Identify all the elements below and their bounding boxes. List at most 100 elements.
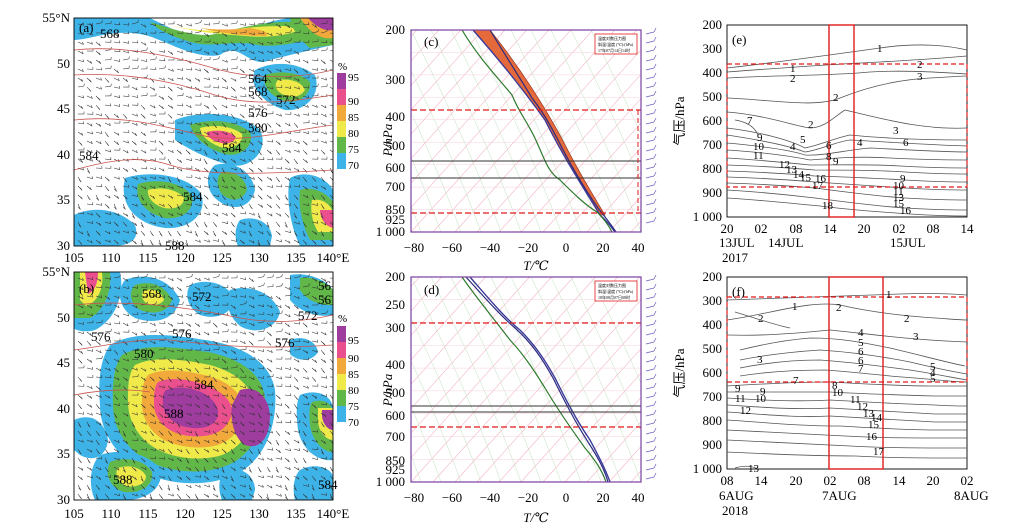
wind-barb-flag (217, 295, 219, 299)
wind-barb (194, 412, 201, 415)
wind-barb (266, 403, 273, 406)
wind-barb-flag (218, 273, 220, 277)
contour-label: 12 (779, 159, 790, 171)
wind-barb-flag (153, 105, 156, 109)
wind-barb-flag (323, 61, 326, 65)
wind-barb-flag (279, 305, 282, 308)
height-label: 564 (248, 71, 268, 86)
wind-barb-flag (172, 340, 174, 344)
wind-barb (284, 59, 291, 64)
wind-barb-flag (262, 349, 265, 352)
wind-barb (113, 140, 119, 146)
wind-barb (239, 385, 246, 389)
wind-barb-flag (195, 233, 198, 237)
wind-barb-flag (169, 478, 172, 482)
wind-barb-flag (189, 296, 192, 300)
wind-barb-flag (199, 212, 202, 215)
contour-label: 13 (893, 192, 905, 204)
wind-barb (311, 457, 318, 461)
wind-barb-flag (108, 440, 111, 444)
skewt-grid-d (411, 277, 641, 482)
wind-barb-flag (272, 447, 274, 451)
colorbar-swatch (337, 153, 346, 169)
wind-barb-flag (117, 195, 120, 199)
wind-barb (167, 212, 174, 217)
wind-barb (257, 68, 264, 72)
wind-barb (221, 394, 228, 397)
wind-barb-flag (161, 106, 164, 110)
wind-barb-flag (154, 139, 157, 143)
wind-barb-flag (214, 224, 217, 227)
wind-barb-flag (303, 460, 307, 464)
legend-line: 温度对数压力图 (598, 35, 626, 41)
wind-barb-flag (224, 360, 227, 364)
wind-barb-flag (217, 203, 220, 206)
wind-barb (95, 140, 102, 145)
wind-barb (158, 322, 166, 324)
wind-barb-flag (177, 242, 180, 246)
wind-barb (266, 448, 273, 451)
wind-barb (311, 466, 318, 471)
wind-barb-flag (155, 40, 157, 44)
wind-barb (86, 131, 93, 135)
wind-barb-flag (170, 468, 173, 472)
wind-barb (275, 131, 283, 133)
wind-barb (122, 167, 128, 172)
wind-barb-flag (136, 412, 138, 416)
wind-barb-flag (322, 352, 325, 355)
wind-barb (284, 421, 291, 424)
wind-barb-flag (321, 206, 325, 210)
wind-barb-flag (244, 158, 246, 162)
wind-barb-flag (153, 186, 156, 189)
wind-barb-flag (180, 168, 183, 172)
x-tick-label: 40 (632, 240, 645, 255)
wind-barb (122, 149, 129, 154)
wind-barb-flag (259, 223, 263, 227)
wind-barb-flag (270, 33, 273, 36)
wind-barb-flag (295, 124, 299, 128)
wind-barb-flag (81, 105, 84, 109)
wind-barb-flag (145, 32, 148, 35)
contour-label: 10 (832, 387, 844, 399)
wind-barb-flag (163, 448, 165, 452)
wind-barb (257, 158, 265, 160)
wind-barb (311, 331, 318, 335)
wind-barb (311, 149, 318, 152)
wind-barb (176, 403, 183, 408)
wind-barb (113, 41, 120, 44)
wind-barb-flag (126, 368, 129, 372)
wind-barb (185, 403, 192, 407)
contour-label: 14 (793, 169, 805, 181)
wind-barb (95, 295, 102, 298)
wind-barb (86, 59, 92, 64)
wind-barb-flag (128, 184, 130, 188)
wind-barb-flag (262, 475, 264, 478)
wind-barb-flag (323, 297, 326, 301)
wind-barb-flag (170, 441, 173, 444)
wind-barb (185, 284, 192, 288)
wind-barb-flag (144, 177, 147, 180)
wind-barb (221, 212, 228, 216)
wind-barb-flag (135, 186, 138, 190)
wind-barb (284, 367, 291, 370)
wind-barb (122, 104, 129, 107)
wind-barb (230, 32, 237, 35)
wind-barb-flag (81, 467, 84, 471)
map-b-x-axis: 105 110 115 120 125 130 135 140°E (64, 506, 349, 521)
wind-barb-flag (244, 176, 247, 179)
wind-barb-flag (80, 342, 83, 346)
wind-barb (185, 276, 192, 279)
wind-barb (158, 367, 165, 371)
wind-barb (293, 331, 300, 336)
wind-barb-flag (179, 288, 182, 292)
wind-barb (221, 113, 228, 116)
wind-barb-flag (110, 339, 112, 343)
wind-barb (212, 394, 219, 397)
wind-barb (140, 322, 148, 324)
profile-barb (645, 166, 655, 170)
profile-barb-flag (653, 198, 657, 204)
wind-barb (113, 331, 120, 335)
y-tick-label: 400 (386, 109, 406, 124)
wind-barb-flag (189, 42, 192, 45)
wind-barb (293, 430, 300, 433)
